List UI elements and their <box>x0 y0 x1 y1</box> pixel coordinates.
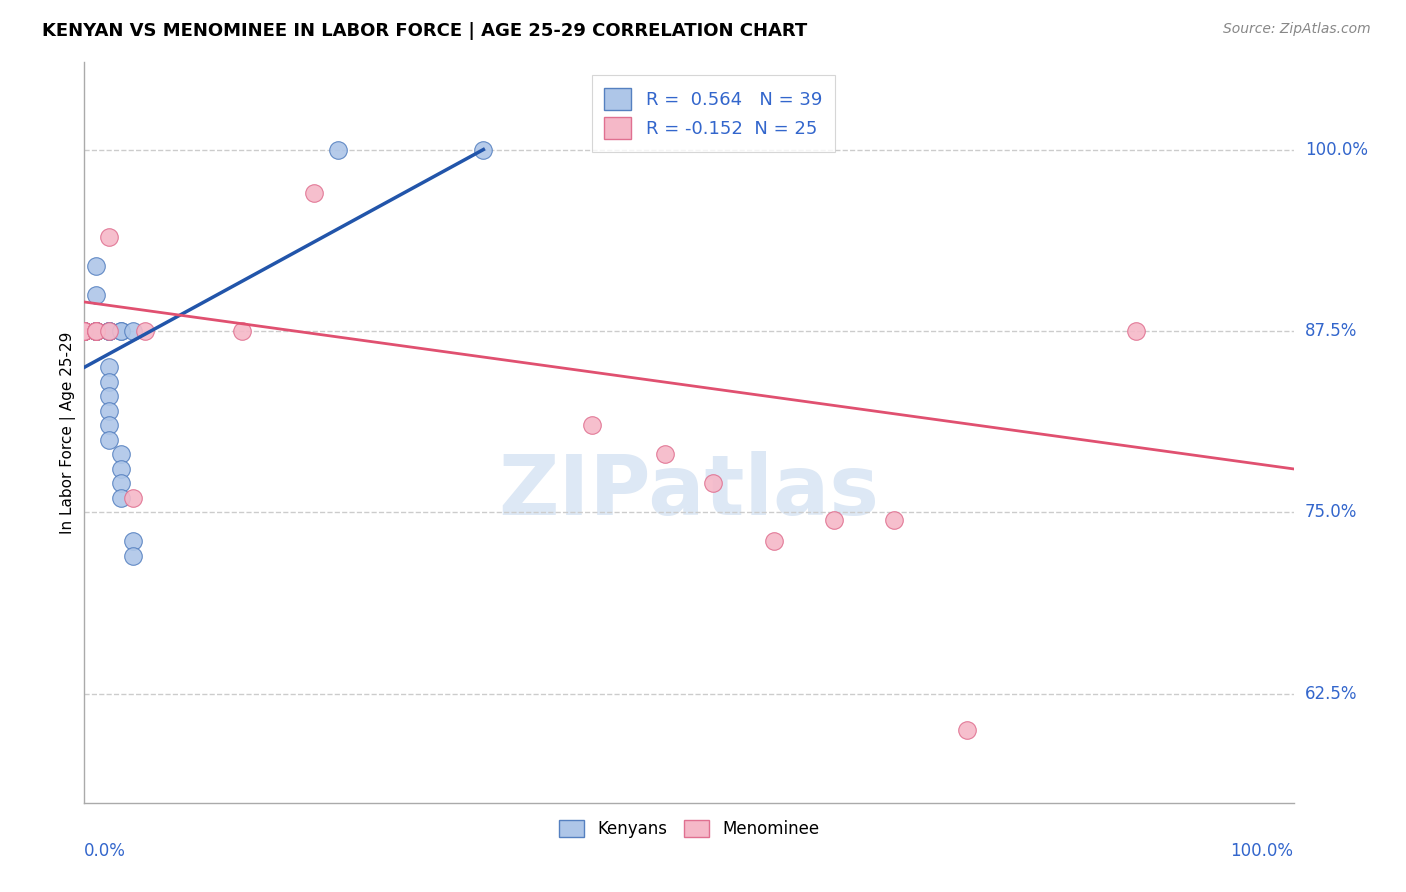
Point <box>302 186 325 200</box>
Point <box>86 324 108 338</box>
Legend: Kenyans, Menominee: Kenyans, Menominee <box>550 812 828 847</box>
Point <box>581 418 603 433</box>
Point <box>86 324 108 338</box>
Point <box>110 447 132 461</box>
Text: 100.0%: 100.0% <box>1305 141 1368 159</box>
Point <box>86 324 108 338</box>
Text: ZIPatlas: ZIPatlas <box>499 451 879 533</box>
Point <box>97 389 120 403</box>
Point <box>73 324 96 338</box>
Point <box>97 324 120 338</box>
Text: 0.0%: 0.0% <box>84 842 127 860</box>
Point <box>73 324 96 338</box>
Point <box>73 324 96 338</box>
Text: 75.0%: 75.0% <box>1305 503 1357 522</box>
Point <box>73 324 96 338</box>
Point <box>97 404 120 418</box>
Point <box>231 324 253 338</box>
Point <box>73 324 96 338</box>
Point <box>86 324 108 338</box>
Point <box>86 324 108 338</box>
Point <box>73 324 96 338</box>
Text: KENYAN VS MENOMINEE IN LABOR FORCE | AGE 25-29 CORRELATION CHART: KENYAN VS MENOMINEE IN LABOR FORCE | AGE… <box>42 22 807 40</box>
Point <box>73 324 96 338</box>
Point <box>97 324 120 338</box>
Point <box>73 324 96 338</box>
Point <box>86 324 108 338</box>
Text: Source: ZipAtlas.com: Source: ZipAtlas.com <box>1223 22 1371 37</box>
Point <box>73 324 96 338</box>
Point <box>121 549 143 563</box>
Point <box>73 324 96 338</box>
Y-axis label: In Labor Force | Age 25-29: In Labor Force | Age 25-29 <box>60 332 76 533</box>
Point <box>97 433 120 447</box>
Point <box>73 324 96 338</box>
Text: 87.5%: 87.5% <box>1305 322 1357 340</box>
Point <box>97 229 120 244</box>
Point <box>97 418 120 433</box>
Point <box>702 476 724 491</box>
Point <box>823 513 845 527</box>
Point <box>97 324 120 338</box>
Point <box>86 324 108 338</box>
Point <box>762 534 785 549</box>
Point <box>97 324 120 338</box>
Point <box>86 259 108 273</box>
Point <box>654 447 676 461</box>
Text: 100.0%: 100.0% <box>1230 842 1294 860</box>
Point <box>73 324 96 338</box>
Point <box>97 360 120 375</box>
Point <box>1125 324 1147 338</box>
Point <box>328 143 350 157</box>
Point <box>110 462 132 476</box>
Point <box>956 723 979 738</box>
Point <box>73 324 96 338</box>
Point <box>121 491 143 505</box>
Point <box>110 324 132 338</box>
Point <box>97 324 120 338</box>
Point <box>134 324 156 338</box>
Point <box>73 324 96 338</box>
Point <box>73 324 96 338</box>
Text: 62.5%: 62.5% <box>1305 685 1357 703</box>
Point <box>121 534 143 549</box>
Point <box>883 513 905 527</box>
Point <box>73 324 96 338</box>
Point <box>73 324 96 338</box>
Point <box>121 324 143 338</box>
Point <box>110 491 132 505</box>
Point <box>86 324 108 338</box>
Point <box>472 143 495 157</box>
Point <box>73 324 96 338</box>
Point <box>86 287 108 301</box>
Point <box>97 375 120 389</box>
Point <box>86 324 108 338</box>
Point <box>110 324 132 338</box>
Point <box>110 476 132 491</box>
